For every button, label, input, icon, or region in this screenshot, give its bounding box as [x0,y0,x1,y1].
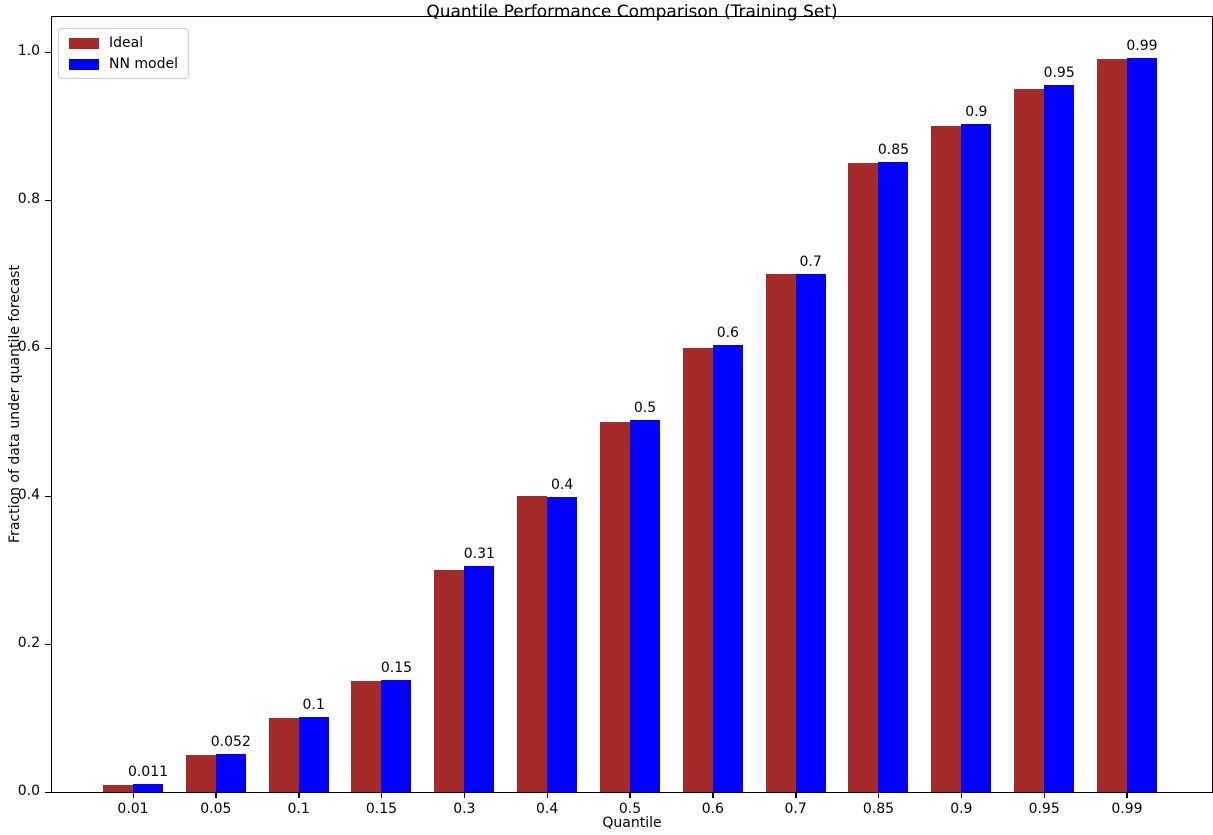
bar-nn-model [629,419,660,792]
legend-item-ideal: Ideal [69,35,178,51]
y-tick-mark [45,643,51,645]
bar-nn-model [133,783,163,792]
x-tick-label: 0.6 [701,801,724,817]
bar-ideal [682,348,713,792]
x-tick-label: 0.1 [287,801,310,817]
x-tick-mark [132,792,134,798]
y-tick-label: 0.8 [17,191,40,207]
legend: Ideal NN model [58,28,189,79]
x-tick-label: 0.5 [618,801,642,817]
legend-swatch-ideal [69,37,99,49]
x-tick-mark [380,792,383,798]
x-tick-label: 0.9 [950,801,973,817]
legend-item-nn-model: NN model [69,56,178,72]
bar-ideal [1096,59,1127,792]
bar-nn-model [1044,85,1075,792]
bar-ideal [848,163,879,792]
bar-nn-model [878,162,909,792]
x-tick-mark [298,792,300,798]
bar-ideal [517,496,548,792]
y-tick-label: 0.4 [17,487,40,503]
y-tick-mark [45,347,51,349]
x-tick-mark [629,792,631,798]
x-tick-mark [795,792,797,798]
bar-value-label: 0.85 [877,142,910,159]
x-tick-label: 0.15 [365,801,398,817]
y-tick-mark [45,51,51,53]
y-tick-label: 0.6 [17,339,40,355]
bar-nn-model [961,123,992,792]
x-tick-mark [546,792,549,798]
bar-nn-model [795,274,826,792]
x-tick-label: 0.05 [200,801,232,817]
bar-nn-model [381,680,412,792]
x-tick-mark [1043,792,1046,798]
plot-area: Ideal NN model 0.0 0.2 0.4 0.6 0.8 1.0 0.01 0.0… [18,16,1213,817]
y-tick-label: 0.0 [17,783,40,799]
x-tick-mark [463,792,466,798]
y-tick-label: 0.2 [17,635,40,651]
x-tick-mark [712,792,714,798]
bar-ideal [931,126,962,792]
bar-value-label: 0.5 [633,399,657,416]
bar-nn-model [298,717,329,792]
legend-label-ideal: Ideal [109,35,144,51]
bar-ideal [268,718,299,792]
y-tick-mark [45,791,51,793]
x-tick-label: 0.01 [117,801,149,817]
bar-nn-model [1126,57,1157,792]
x-tick-mark [960,792,963,798]
bar-value-label: 0.95 [1043,65,1075,82]
bar-value-label: 0.6 [716,325,739,342]
bar-value-label: 0.4 [551,476,574,493]
y-tick-mark [45,495,51,497]
legend-swatch-nn-model [69,58,99,70]
bar-nn-model [215,753,246,792]
bar-value-label: 0.011 [127,763,169,780]
y-tick-label: 1.0 [17,43,40,59]
bar-value-label: 0.31 [463,546,495,563]
bar-ideal [351,681,382,792]
bar-nn-model [712,345,743,792]
x-tick-label: 0.7 [784,801,807,817]
chart-title: Quantile Performance Comparison (Trainin… [426,2,838,22]
x-tick-label: 0.4 [536,801,559,817]
bar-ideal [185,755,216,792]
bar-nn-model [547,496,578,792]
bar-value-label: 0.052 [210,733,251,750]
bar-value-label: 0.1 [302,697,325,714]
bar-ideal [599,422,630,792]
x-tick-mark [1126,792,1128,798]
y-tick-mark [45,199,51,201]
bar-ideal [1014,89,1045,792]
bar-nn-model [464,566,495,792]
bar-value-label: 0.9 [965,103,988,120]
bar-value-label: 0.99 [1126,37,1158,54]
x-tick-label: 0.3 [453,801,476,817]
legend-label-nn-model: NN model [109,56,178,72]
x-axis-label: Quantile [602,815,662,831]
x-tick-mark [877,792,880,798]
x-tick-label: 0.95 [1028,801,1060,817]
bar-value-label: 0.7 [799,254,822,270]
x-tick-label: 0.85 [862,801,895,817]
x-tick-label: 0.99 [1111,801,1143,817]
bar-ideal [103,784,133,792]
x-tick-mark [215,792,217,798]
bar-ideal [765,274,796,792]
bar-value-label: 0.15 [380,660,413,677]
bar-ideal [434,570,465,792]
